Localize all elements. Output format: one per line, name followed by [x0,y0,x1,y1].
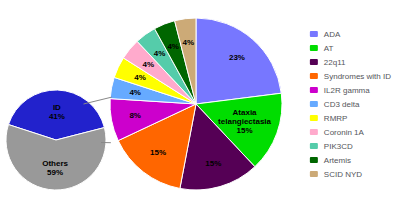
svg-text:4%: 4% [143,60,155,69]
svg-text:PIK3CD: PIK3CD [324,142,353,151]
svg-text:ADA: ADA [324,30,341,39]
svg-text:22q11: 22q11 [324,58,346,67]
svg-text:ID: ID [53,103,61,112]
svg-text:23%: 23% [229,53,245,62]
svg-text:RMRP: RMRP [324,114,348,123]
svg-text:telangiectasia: telangiectasia [218,117,271,126]
svg-text:AT: AT [324,44,334,53]
svg-text:4%: 4% [154,49,166,58]
svg-text:59%: 59% [47,168,63,177]
svg-text:4%: 4% [129,88,141,97]
svg-text:CD3 delta: CD3 delta [324,100,360,109]
svg-text:Syndromes with ID: Syndromes with ID [324,72,391,81]
svg-text:4%: 4% [182,38,194,47]
svg-text:IL2R gamma: IL2R gamma [324,86,370,95]
svg-text:15%: 15% [205,159,221,168]
svg-text:41%: 41% [49,112,65,121]
svg-text:SCID NYD: SCID NYD [324,170,362,179]
svg-text:4%: 4% [167,42,179,51]
svg-text:15%: 15% [237,126,253,135]
svg-text:4%: 4% [134,73,146,82]
svg-text:Coronin 1A: Coronin 1A [324,128,365,137]
svg-text:Others: Others [42,159,68,168]
svg-text:8%: 8% [129,111,141,120]
svg-text:Ataxia: Ataxia [233,108,258,117]
svg-text:Artemis: Artemis [324,156,351,165]
svg-text:15%: 15% [150,148,166,157]
